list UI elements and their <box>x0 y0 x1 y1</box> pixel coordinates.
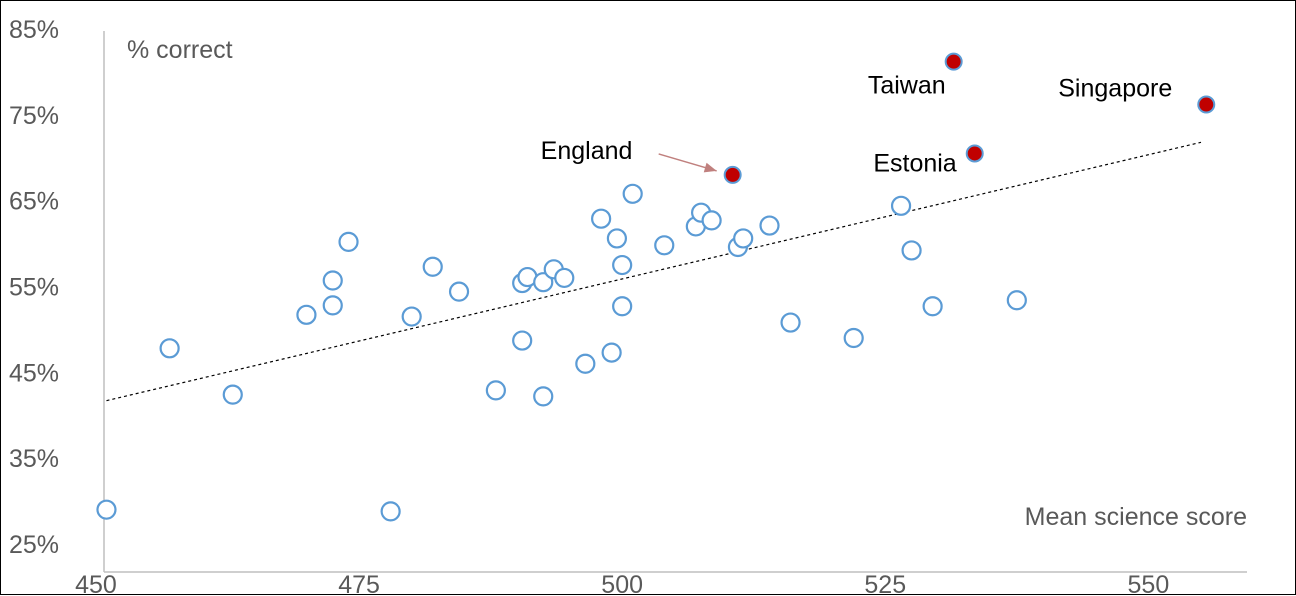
data-point <box>890 195 912 216</box>
arrow-head <box>703 162 717 173</box>
data-point <box>612 296 633 317</box>
highlight-point-taiwan <box>944 52 963 71</box>
england-arrow <box>658 153 717 173</box>
data-point <box>485 380 506 401</box>
x-tick-label: 525 <box>864 571 906 596</box>
y-tick-label: 85% <box>9 16 59 44</box>
y-tick-label: 35% <box>9 445 59 473</box>
x-tick-labels: 450 475 500 525 550 <box>75 571 1169 596</box>
highlight-point-singapore <box>1197 95 1216 114</box>
data-point <box>622 183 643 204</box>
data-point <box>401 306 422 327</box>
x-tick-label: 550 <box>1128 571 1170 596</box>
data-point <box>159 338 180 359</box>
data-point <box>96 499 117 520</box>
data-point <box>322 295 343 316</box>
data-point <box>733 228 754 249</box>
y-axis-title: % correct <box>127 36 233 64</box>
y-tick-label: 55% <box>9 274 59 302</box>
data-point <box>338 231 359 252</box>
data-point <box>533 272 554 293</box>
data-point <box>601 342 622 363</box>
data-point <box>701 210 722 231</box>
trendline <box>106 141 1202 402</box>
data-points <box>96 183 1027 522</box>
x-tick-label: 450 <box>75 571 117 596</box>
highlight-point-england <box>723 165 742 184</box>
data-point <box>533 386 554 407</box>
data-point <box>422 256 443 277</box>
x-tick-label: 500 <box>601 571 643 596</box>
data-point <box>512 330 533 351</box>
data-point <box>922 296 943 317</box>
data-point <box>606 228 628 249</box>
data-point <box>1006 290 1027 311</box>
data-point <box>780 312 801 333</box>
data-point <box>554 267 575 289</box>
y-tick-labels: 25% 35% 45% 55% 65% 75% 85% <box>9 16 59 559</box>
highlighted-points: England Taiwan Estonia Singapore <box>541 52 1216 184</box>
data-point <box>322 270 343 291</box>
y-tick-label: 65% <box>9 188 59 216</box>
data-point <box>296 304 317 325</box>
y-tick-label: 25% <box>9 531 59 559</box>
data-point <box>654 235 675 256</box>
point-label-estonia: Estonia <box>873 149 956 177</box>
y-tick-label: 45% <box>9 359 59 387</box>
x-axis-title: Mean science score <box>1025 503 1247 531</box>
axes <box>103 31 1247 573</box>
y-tick-label: 75% <box>9 102 59 130</box>
x-tick-label: 475 <box>338 571 380 596</box>
data-point <box>222 384 243 405</box>
point-label-singapore: Singapore <box>1058 75 1172 103</box>
highlight-point-estonia <box>965 144 984 163</box>
data-point <box>901 240 922 261</box>
data-point <box>843 327 864 349</box>
data-point <box>448 281 470 302</box>
data-point <box>575 353 596 374</box>
point-label-taiwan: Taiwan <box>868 72 946 100</box>
data-point <box>759 215 780 236</box>
data-point <box>591 208 612 229</box>
data-point <box>612 254 633 276</box>
data-point <box>380 501 401 522</box>
point-label-england: England <box>541 137 633 165</box>
